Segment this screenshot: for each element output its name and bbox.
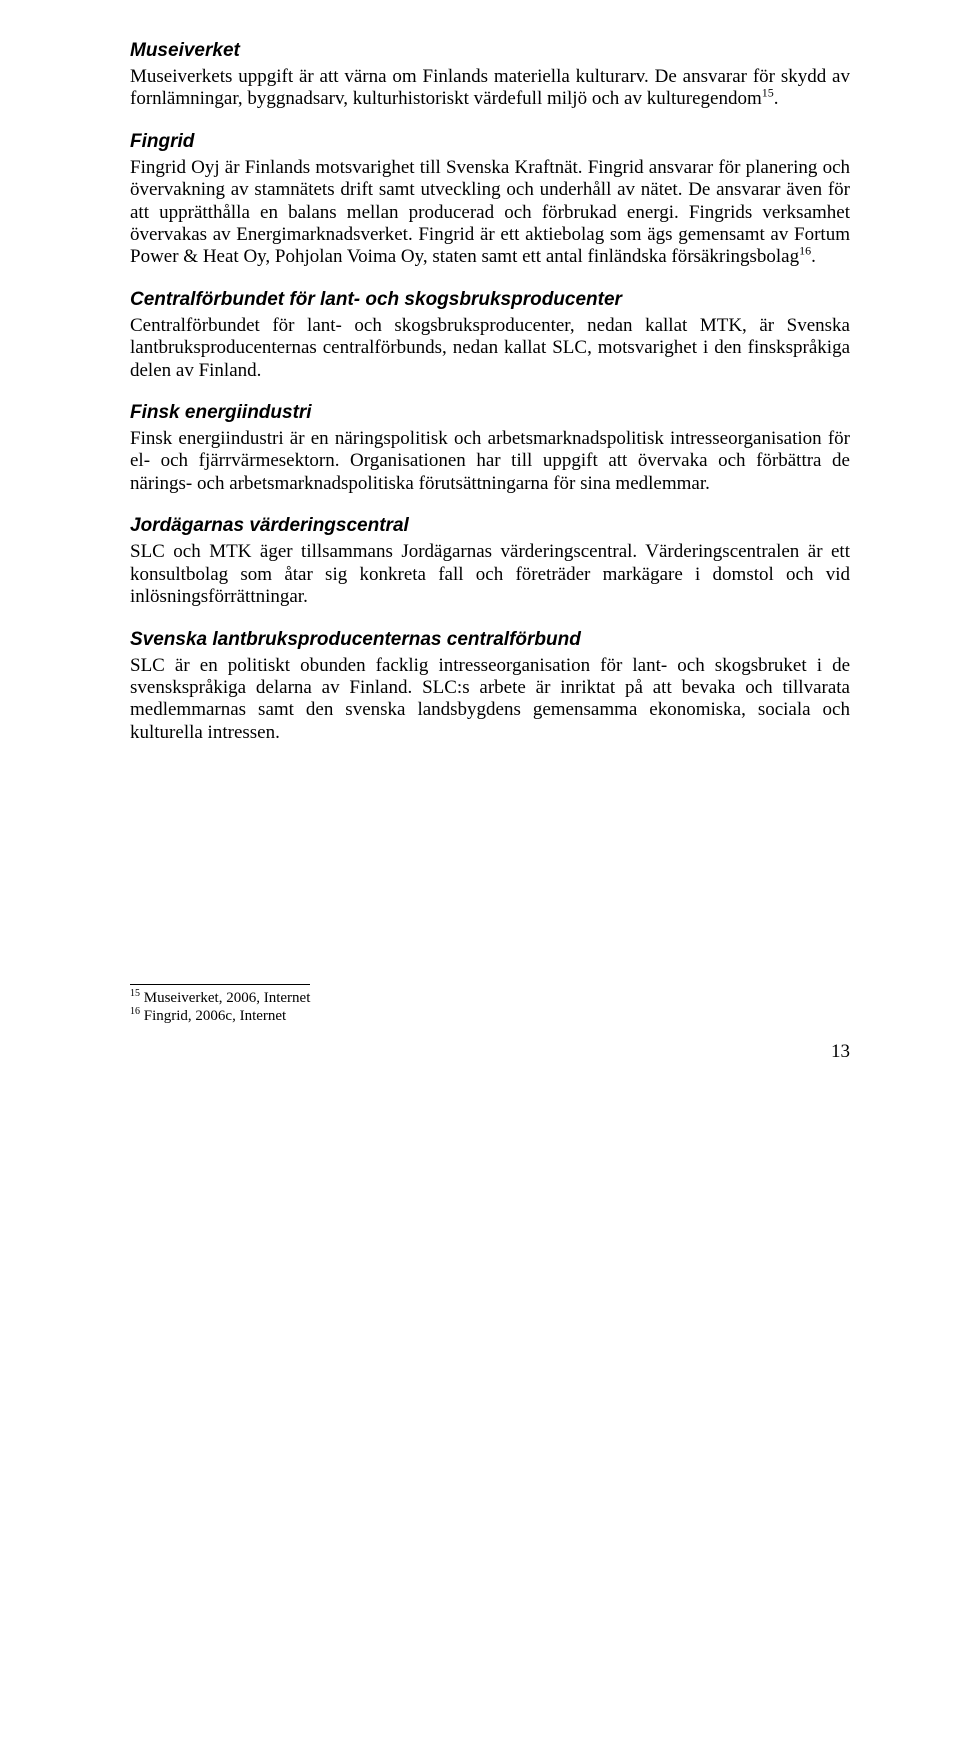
body-paragraph: Fingrid Oyj är Finlands motsvarighet til… — [130, 157, 850, 269]
footnote-text: Fingrid, 2006c, Internet — [140, 1008, 286, 1024]
body-text: Centralförbundet för lant- och skogsbruk… — [130, 315, 850, 381]
body-paragraph: Finsk energiindustri är en näringspoliti… — [130, 428, 850, 495]
body-paragraph: SLC är en politiskt obunden facklig intr… — [130, 655, 850, 745]
section-heading: Fingrid — [130, 131, 850, 153]
section-heading: Museiverket — [130, 40, 850, 62]
body-text: Museiverkets uppgift är att värna om Fin… — [130, 66, 850, 109]
section-heading: Svenska lantbruksproducenternas centralf… — [130, 629, 850, 651]
footnote: 16 Fingrid, 2006c, Internet — [130, 1007, 850, 1025]
body-text: Fingrid Oyj är Finlands motsvarighet til… — [130, 157, 850, 268]
footnote-number: 16 — [130, 1006, 140, 1017]
footnote-ref: 16 — [799, 244, 811, 258]
footnote-text: Museiverket, 2006, Internet — [140, 990, 310, 1006]
body-paragraph: SLC och MTK äger tillsammans Jordägarnas… — [130, 541, 850, 608]
section-heading: Finsk energiindustri — [130, 402, 850, 424]
body-text-tail: . — [774, 88, 779, 109]
footnote-separator — [130, 984, 310, 985]
document-page: Museiverket Museiverkets uppgift är att … — [0, 0, 960, 1103]
body-paragraph: Centralförbundet för lant- och skogsbruk… — [130, 315, 850, 382]
footnote: 15 Museiverket, 2006, Internet — [130, 989, 850, 1007]
footnote-number: 15 — [130, 988, 140, 999]
body-text-tail: . — [811, 246, 816, 267]
section-heading: Jordägarnas värderingscentral — [130, 515, 850, 537]
body-paragraph: Museiverkets uppgift är att värna om Fin… — [130, 66, 850, 111]
body-text: Finsk energiindustri är en näringspoliti… — [130, 428, 850, 494]
body-text: SLC och MTK äger tillsammans Jordägarnas… — [130, 541, 850, 607]
body-text: SLC är en politiskt obunden facklig intr… — [130, 655, 850, 743]
footnote-ref: 15 — [762, 86, 774, 100]
page-number: 13 — [130, 1041, 850, 1063]
section-heading: Centralförbundet för lant- och skogsbruk… — [130, 289, 850, 311]
